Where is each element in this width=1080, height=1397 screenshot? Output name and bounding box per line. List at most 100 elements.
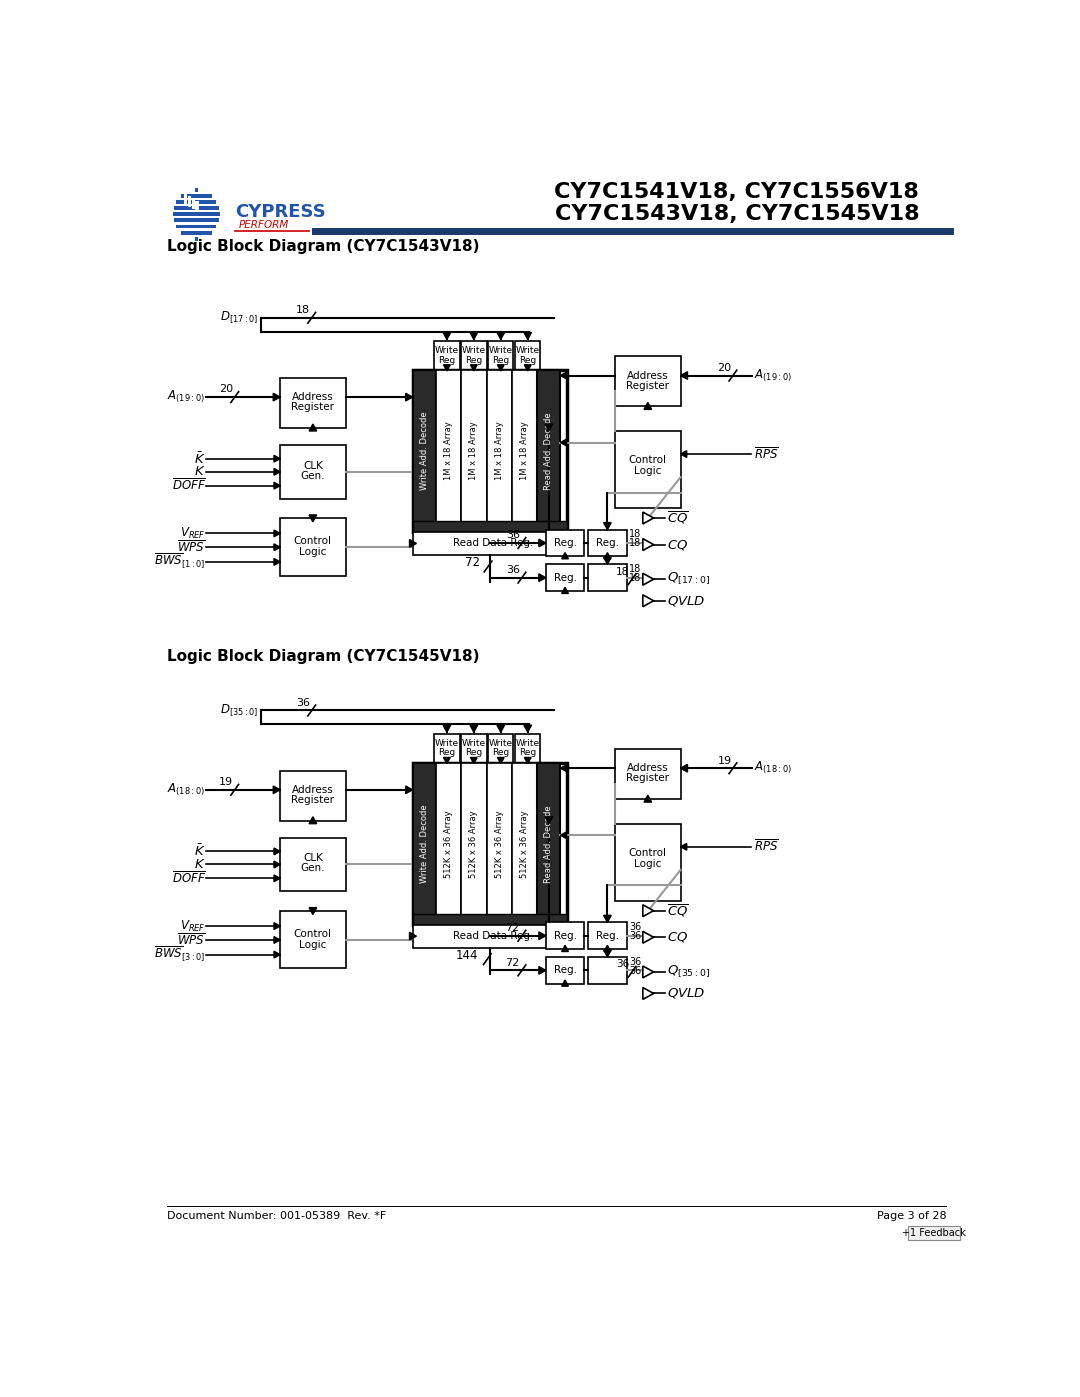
Polygon shape xyxy=(643,988,653,999)
Text: $\overline{DOFF}$: $\overline{DOFF}$ xyxy=(172,870,205,886)
Text: 36: 36 xyxy=(629,922,642,932)
Polygon shape xyxy=(604,950,611,957)
Text: 36: 36 xyxy=(296,697,310,708)
Polygon shape xyxy=(604,522,611,529)
Text: Reg: Reg xyxy=(438,749,456,757)
Text: 19: 19 xyxy=(219,777,233,787)
Polygon shape xyxy=(443,332,450,339)
Bar xyxy=(280,838,346,891)
Text: $A_{(18:0)}$: $A_{(18:0)}$ xyxy=(167,781,205,798)
Text: $CQ$: $CQ$ xyxy=(666,930,688,944)
Text: Read Add. Decode: Read Add. Decode xyxy=(544,412,553,490)
Text: $Q_{[35:0]}$: $Q_{[35:0]}$ xyxy=(666,964,710,979)
Text: Write: Write xyxy=(515,739,540,749)
Text: Logic: Logic xyxy=(299,546,326,557)
Bar xyxy=(180,231,212,235)
Polygon shape xyxy=(274,848,280,855)
Polygon shape xyxy=(539,539,545,546)
Bar xyxy=(488,341,513,370)
Bar xyxy=(435,370,461,532)
Bar xyxy=(907,1227,960,1241)
Polygon shape xyxy=(309,908,316,915)
Text: $K$: $K$ xyxy=(194,858,205,870)
Text: Write: Write xyxy=(515,346,540,355)
Text: Reg: Reg xyxy=(465,749,483,757)
Text: 512K x 36 Array: 512K x 36 Array xyxy=(470,810,478,877)
Text: $V_{REF}$: $V_{REF}$ xyxy=(179,919,205,933)
Text: 18: 18 xyxy=(629,564,642,574)
Text: $\overline{WPS}$: $\overline{WPS}$ xyxy=(177,539,205,555)
Bar xyxy=(434,341,460,370)
Bar xyxy=(512,763,538,925)
Text: 36: 36 xyxy=(505,531,519,541)
Polygon shape xyxy=(498,365,504,372)
Bar xyxy=(589,957,626,983)
Text: $K$: $K$ xyxy=(194,465,205,478)
Text: Reg.: Reg. xyxy=(554,538,577,548)
Bar xyxy=(545,564,584,591)
Bar xyxy=(545,529,584,556)
Text: Read Data Reg.: Read Data Reg. xyxy=(454,930,534,942)
Bar xyxy=(538,763,561,925)
Text: 512K x 36 Array: 512K x 36 Array xyxy=(444,810,453,877)
Bar xyxy=(461,341,486,370)
Polygon shape xyxy=(471,757,477,764)
Text: Gen.: Gen. xyxy=(300,471,325,481)
Polygon shape xyxy=(274,468,280,475)
Text: 72: 72 xyxy=(505,958,519,968)
Bar xyxy=(280,444,346,499)
Bar xyxy=(545,957,584,983)
Polygon shape xyxy=(604,553,611,559)
Text: $A_{(19:0)}$: $A_{(19:0)}$ xyxy=(754,367,792,384)
Text: $QVLD$: $QVLD$ xyxy=(666,594,705,608)
Bar xyxy=(191,198,194,210)
Bar xyxy=(413,521,567,532)
Bar xyxy=(545,922,584,949)
Text: Reg: Reg xyxy=(438,356,456,365)
Polygon shape xyxy=(470,332,477,339)
Bar xyxy=(589,564,626,591)
Polygon shape xyxy=(604,946,611,951)
Polygon shape xyxy=(524,332,531,339)
Bar xyxy=(512,370,538,532)
Text: Address: Address xyxy=(627,370,669,380)
Polygon shape xyxy=(274,922,280,929)
Bar xyxy=(589,922,626,949)
Polygon shape xyxy=(497,725,504,732)
Text: Write: Write xyxy=(488,739,513,749)
Bar xyxy=(413,370,435,532)
Text: Reg: Reg xyxy=(465,356,483,365)
Polygon shape xyxy=(274,543,280,550)
Polygon shape xyxy=(680,372,688,380)
Polygon shape xyxy=(406,394,413,401)
Polygon shape xyxy=(524,725,531,732)
Text: Logic: Logic xyxy=(634,467,662,476)
Bar xyxy=(461,370,486,532)
Text: $V_{REF}$: $V_{REF}$ xyxy=(179,525,205,541)
Text: Register: Register xyxy=(292,402,335,412)
Polygon shape xyxy=(562,979,568,986)
Polygon shape xyxy=(644,402,651,409)
Bar xyxy=(488,733,513,763)
Bar xyxy=(616,432,680,509)
Text: $\overline{BWS}_{[3:0]}$: $\overline{BWS}_{[3:0]}$ xyxy=(154,944,205,964)
Text: Reg: Reg xyxy=(519,749,537,757)
Bar xyxy=(188,196,191,207)
Text: $Q_{[17:0]}$: $Q_{[17:0]}$ xyxy=(666,571,710,587)
Text: Reg: Reg xyxy=(492,356,510,365)
Text: $A_{(19:0)}$: $A_{(19:0)}$ xyxy=(167,388,205,405)
Text: $QVLD$: $QVLD$ xyxy=(666,986,705,1000)
Text: Reg.: Reg. xyxy=(596,930,619,940)
Polygon shape xyxy=(680,844,687,851)
Text: Logic Block Diagram (CY7C1543V18): Logic Block Diagram (CY7C1543V18) xyxy=(167,239,480,254)
Text: $CQ$: $CQ$ xyxy=(666,538,688,552)
Bar xyxy=(194,187,198,191)
Text: 18: 18 xyxy=(617,567,630,577)
Text: 144: 144 xyxy=(456,949,478,963)
Bar xyxy=(413,532,567,555)
Bar xyxy=(413,763,567,925)
Text: CYPRESS: CYPRESS xyxy=(234,204,325,221)
Polygon shape xyxy=(562,946,568,951)
Text: $\overline{RPS}$: $\overline{RPS}$ xyxy=(754,840,779,855)
Text: 18: 18 xyxy=(629,529,642,539)
